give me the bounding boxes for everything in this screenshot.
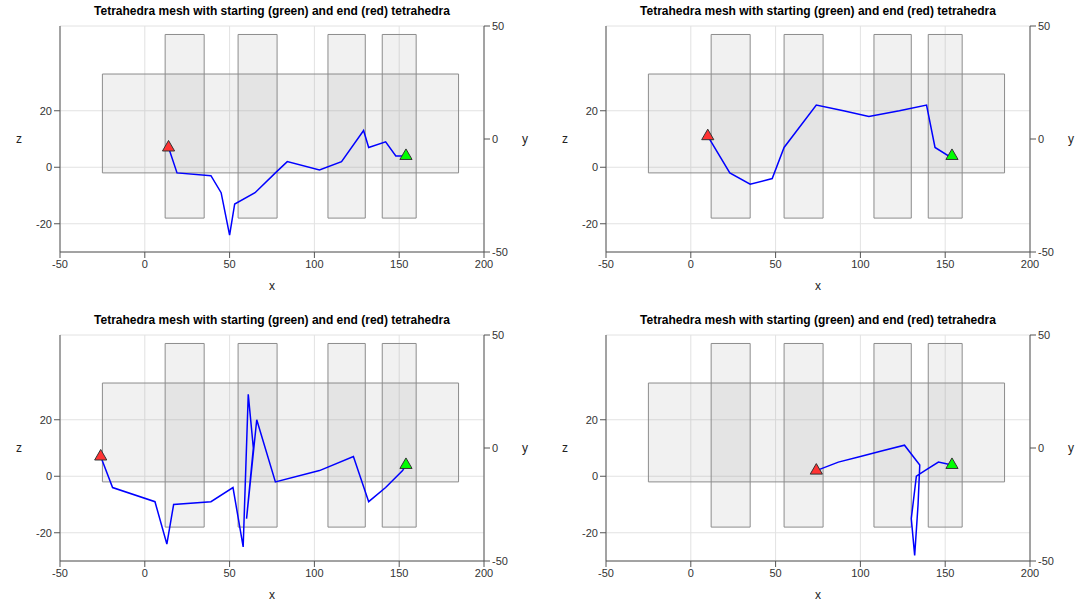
svg-text:z: z	[562, 132, 568, 146]
svg-text:0: 0	[688, 258, 694, 270]
svg-text:0: 0	[1038, 133, 1044, 145]
svg-text:150: 150	[390, 567, 408, 579]
svg-text:0: 0	[142, 567, 148, 579]
svg-text:-20: -20	[582, 218, 598, 230]
svg-text:0: 0	[492, 442, 498, 454]
svg-text:20: 20	[40, 105, 52, 117]
svg-text:50: 50	[492, 20, 504, 32]
svg-text:0: 0	[142, 258, 148, 270]
svg-text:150: 150	[390, 258, 408, 270]
svg-text:0: 0	[46, 470, 52, 482]
svg-text:x: x	[815, 279, 821, 293]
svg-text:z: z	[562, 441, 568, 455]
svg-text:100: 100	[305, 567, 323, 579]
svg-text:100: 100	[305, 258, 323, 270]
html-text:Tetrahedra mesh with starting: Tetrahedra mesh with starting (green) an…	[640, 4, 996, 18]
svg-text:-50: -50	[52, 567, 68, 579]
svg-text:50: 50	[769, 258, 781, 270]
svg-text:50: 50	[1038, 20, 1050, 32]
svg-text:-20: -20	[36, 527, 52, 539]
svg-text:y: y	[522, 132, 528, 146]
html-text:Tetrahedra mesh with starting: Tetrahedra mesh with starting (green) an…	[94, 313, 450, 327]
svg-text:20: 20	[586, 105, 598, 117]
svg-text:0: 0	[492, 133, 498, 145]
svg-text:y: y	[1068, 132, 1074, 146]
svg-text:200: 200	[475, 258, 493, 270]
svg-text:-50: -50	[492, 555, 508, 567]
svg-text:50: 50	[223, 258, 235, 270]
svg-text:200: 200	[475, 567, 493, 579]
html-text:Tetrahedra mesh with starting: Tetrahedra mesh with starting (green) an…	[94, 4, 450, 18]
svg-text:50: 50	[492, 329, 504, 341]
svg-text:-50: -50	[1038, 246, 1054, 258]
svg-text:0: 0	[592, 470, 598, 482]
svg-text:50: 50	[769, 567, 781, 579]
svg-text:y: y	[522, 441, 528, 455]
svg-text:20: 20	[40, 414, 52, 426]
svg-text:100: 100	[851, 258, 869, 270]
svg-text:0: 0	[592, 161, 598, 173]
svg-text:-50: -50	[598, 258, 614, 270]
svg-text:x: x	[269, 279, 275, 293]
svg-text:100: 100	[851, 567, 869, 579]
svg-text:-20: -20	[582, 527, 598, 539]
svg-text:150: 150	[936, 567, 954, 579]
svg-text:-50: -50	[52, 258, 68, 270]
svg-text:50: 50	[223, 567, 235, 579]
svg-text:0: 0	[46, 161, 52, 173]
svg-text:150: 150	[936, 258, 954, 270]
svg-text:0: 0	[688, 567, 694, 579]
svg-text:0: 0	[1038, 442, 1044, 454]
svg-text:50: 50	[1038, 329, 1050, 341]
svg-text:-20: -20	[36, 218, 52, 230]
svg-text:-50: -50	[598, 567, 614, 579]
svg-text:200: 200	[1021, 258, 1039, 270]
svg-text:200: 200	[1021, 567, 1039, 579]
svg-text:-50: -50	[1038, 555, 1054, 567]
svg-text:20: 20	[586, 414, 598, 426]
svg-text:z: z	[16, 441, 22, 455]
svg-text:y: y	[1068, 441, 1074, 455]
svg-text:x: x	[815, 588, 821, 602]
html-text:Tetrahedra mesh with starting: Tetrahedra mesh with starting (green) an…	[640, 313, 996, 327]
svg-text:x: x	[269, 588, 275, 602]
svg-text:-50: -50	[492, 246, 508, 258]
svg-text:z: z	[16, 132, 22, 146]
